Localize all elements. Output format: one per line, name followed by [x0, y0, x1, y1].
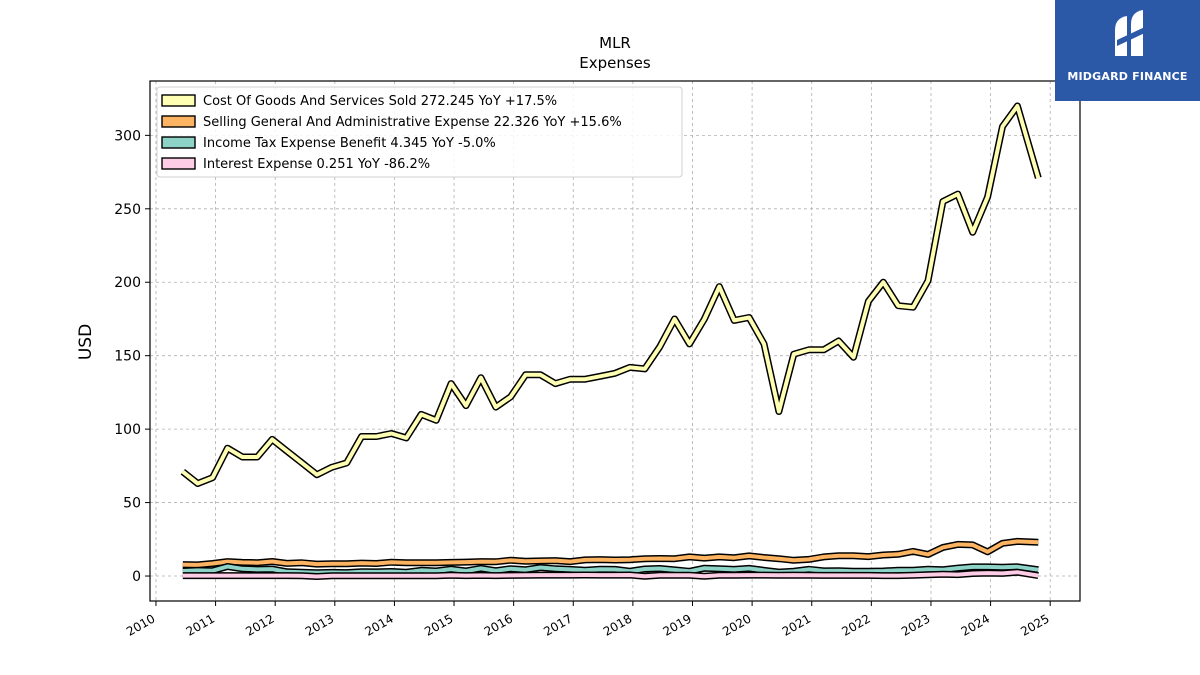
- x-tick-label: 2018: [601, 611, 634, 638]
- series-line-0: [181, 104, 1041, 486]
- legend-label: Selling General And Administrative Expen…: [203, 115, 622, 130]
- legend-swatch: [161, 136, 196, 149]
- x-tick-label: 2016: [482, 611, 515, 638]
- x-tick-label: 2014: [362, 611, 395, 638]
- series-line-3: [182, 570, 1039, 579]
- legend-box: [156, 86, 683, 178]
- x-tick-label: 2023: [899, 611, 932, 638]
- legend-swatch: [161, 157, 196, 170]
- x-tick-label: 2021: [780, 611, 813, 638]
- x-tick-label: 2015: [422, 611, 455, 638]
- x-tick-label: 2019: [661, 611, 694, 638]
- y-tick-label: 50: [123, 496, 141, 512]
- x-tick-label: 2025: [1018, 611, 1051, 638]
- legend-label: Income Tax Expense Benefit 4.345 YoY -5.…: [203, 136, 496, 151]
- y-axis: 0 50 100 150 200 250 300: [114, 128, 150, 585]
- logo-mark-icon: [1115, 10, 1147, 56]
- x-tick-label: 2013: [303, 611, 336, 638]
- y-tick-label: 300: [114, 128, 141, 144]
- chart-subtitle: Expenses: [579, 54, 651, 72]
- legend-label: Cost Of Goods And Services Sold 272.245 …: [203, 94, 557, 109]
- plot-frame: [149, 80, 1081, 602]
- midgard-finance-logo: MIDGARD FINANCE: [1055, 0, 1200, 101]
- y-tick-label: 150: [114, 349, 141, 365]
- x-tick-label: 2024: [959, 611, 992, 638]
- series-layer: [180, 102, 1042, 580]
- x-tick-label: 2017: [541, 611, 574, 638]
- series-line-1: [182, 539, 1039, 567]
- x-tick-label: 2022: [839, 611, 872, 638]
- legend-swatch: [161, 94, 196, 107]
- x-tick-label: 2020: [720, 611, 753, 638]
- legend: Cost Of Goods And Services Sold 272.245 …: [156, 86, 683, 178]
- chart-title: MLR: [599, 34, 631, 52]
- x-axis: 2010 2011 2012 2013 2014 2015 2016 2017 2018 2019…: [124, 601, 1052, 639]
- legend-swatch: [161, 115, 196, 128]
- y-tick-label: 0: [132, 569, 141, 585]
- y-tick-label: 200: [114, 275, 141, 291]
- y-tick-label: 250: [114, 202, 141, 218]
- y-axis-label: USD: [76, 324, 96, 360]
- x-tick-label: 2012: [243, 611, 276, 638]
- x-tick-label: 2011: [184, 611, 217, 638]
- y-tick-label: 100: [114, 422, 141, 438]
- x-tick-label: 2010: [124, 611, 157, 638]
- legend-label: Interest Expense 0.251 YoY -86.2%: [203, 157, 430, 172]
- logo-text: MIDGARD FINANCE: [1067, 70, 1188, 83]
